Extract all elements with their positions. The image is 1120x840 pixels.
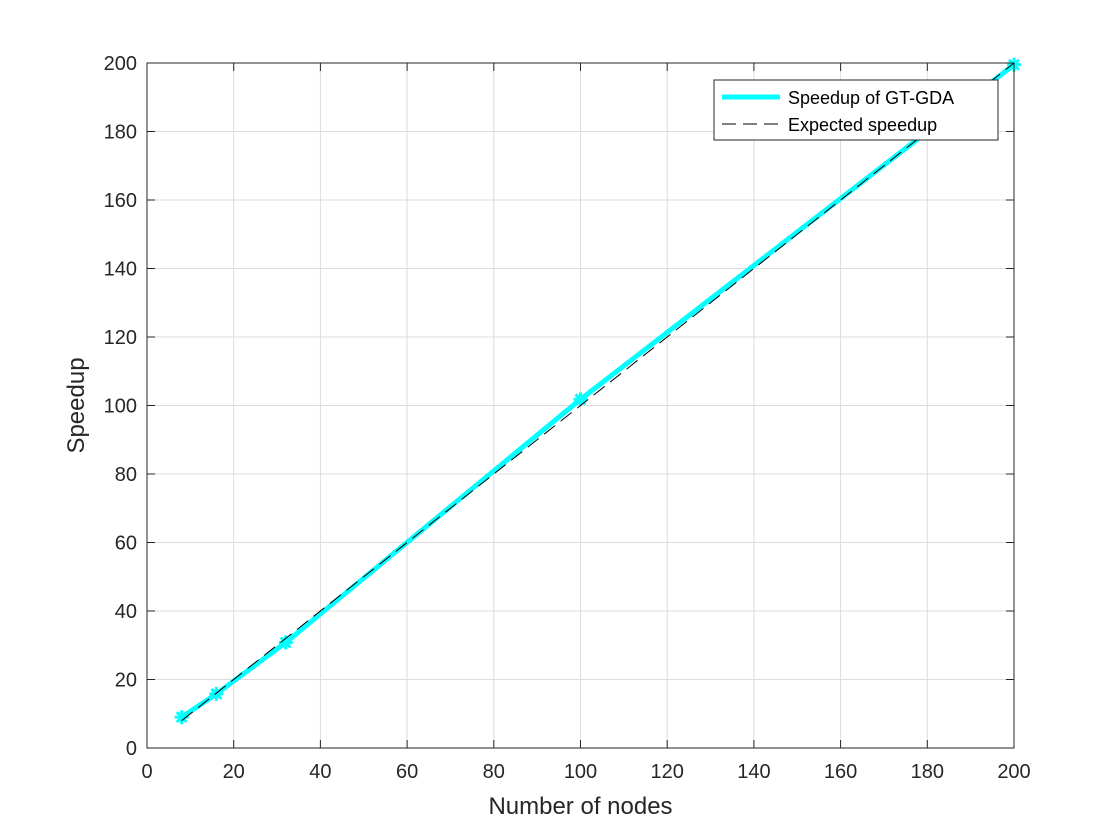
x-tick-label: 160 xyxy=(824,761,857,783)
x-tick-label: 120 xyxy=(651,761,684,783)
y-tick-label: 120 xyxy=(104,327,137,349)
x-tick-label: 200 xyxy=(997,761,1030,783)
x-tick-label: 40 xyxy=(309,761,331,783)
y-tick-label: 100 xyxy=(104,396,137,418)
y-tick-label: 200 xyxy=(104,53,137,75)
y-axis-ticks: 0 20 40 60 80 100 120 140 160 180 200 xyxy=(104,53,1014,760)
marker-stroke xyxy=(279,636,292,649)
x-tick-label: 80 xyxy=(483,761,505,783)
x-tick-label: 0 xyxy=(141,761,152,783)
y-tick-label: 40 xyxy=(115,601,137,623)
x-tick-label: 180 xyxy=(911,761,944,783)
y-tick-label: 160 xyxy=(104,190,137,212)
y-tick-label: 60 xyxy=(115,533,137,555)
legend-label-expected: Expected speedup xyxy=(788,115,937,135)
x-axis-label: Number of nodes xyxy=(488,793,672,820)
y-axis-label: Speedup xyxy=(63,357,90,453)
series-layer xyxy=(174,57,1021,725)
y-tick-label: 0 xyxy=(126,738,137,760)
legend-label-gt-gda: Speedup of GT-GDA xyxy=(788,88,954,108)
x-axis-ticks: 0 20 40 60 80 100 120 140 160 180 200 xyxy=(141,63,1031,783)
legend-box xyxy=(713,79,999,141)
y-tick-label: 140 xyxy=(104,259,137,281)
series-marker-gt-gda xyxy=(174,710,189,725)
y-tick-label: 180 xyxy=(104,122,137,144)
x-tick-label: 20 xyxy=(223,761,245,783)
x-tick-label: 60 xyxy=(396,761,418,783)
y-tick-label: 80 xyxy=(115,464,137,486)
series-line-expected xyxy=(181,62,1015,721)
legend: Speedup of GT-GDA Expected speedup xyxy=(713,79,999,141)
x-tick-label: 140 xyxy=(737,761,770,783)
marker-stroke xyxy=(574,393,587,406)
y-tick-label: 20 xyxy=(115,670,137,692)
series-marker-gt-gda xyxy=(573,392,588,407)
x-tick-label: 100 xyxy=(564,761,597,783)
marker-stroke xyxy=(175,711,188,724)
